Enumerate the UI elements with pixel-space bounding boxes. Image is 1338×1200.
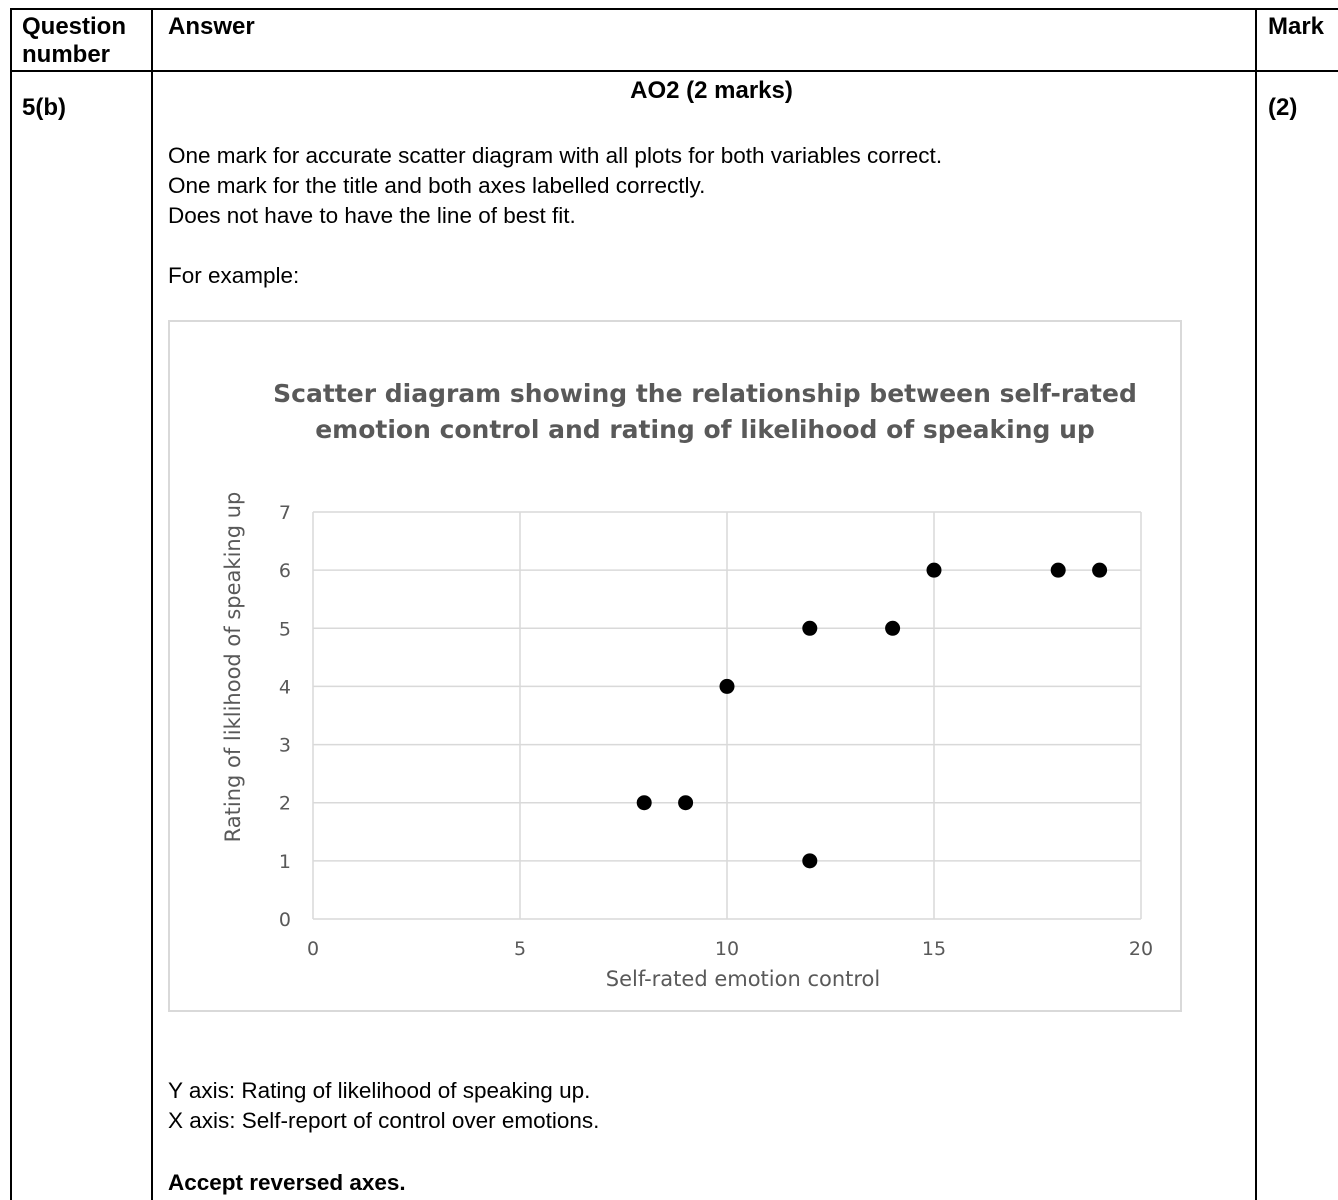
question-id: 5(b): [22, 94, 66, 121]
criteria-line-2: One mark for the title and both axes lab…: [168, 173, 706, 198]
y-axis-label: Rating of liklihood of speaking up: [221, 492, 245, 843]
example-label: For example:: [168, 263, 300, 288]
x-tick-label: 5: [514, 938, 526, 960]
header-question-line-2: number: [22, 41, 111, 68]
x-tick-label: 15: [922, 938, 946, 960]
scatter-point: [719, 678, 735, 694]
scatter-point: [636, 795, 652, 811]
y-tick-label: 1: [279, 851, 291, 873]
y-tick-label: 3: [279, 735, 291, 757]
y-tick-label: 6: [279, 560, 291, 582]
column-divider-1: [151, 8, 153, 1200]
ao-heading: AO2 (2 marks): [630, 77, 793, 104]
scatter-point: [802, 853, 818, 869]
table-border-left: [10, 8, 12, 1200]
chart-title-line-1: Scatter diagram showing the relationship…: [273, 379, 1137, 408]
x-tick-label: 10: [715, 938, 739, 960]
x-tick-label: 0: [307, 938, 319, 960]
header-answer: Answer: [168, 13, 255, 40]
chart-title-line-2: emotion control and rating of likelihood…: [315, 415, 1095, 444]
y-tick-label: 5: [279, 618, 291, 640]
scatter-point: [678, 795, 694, 811]
x-tick-label: 20: [1129, 938, 1153, 960]
x-axis-label: Self-rated emotion control: [606, 967, 881, 991]
scatter-point: [1050, 562, 1066, 578]
scatter-point: [802, 620, 818, 636]
y-tick-label: 7: [279, 502, 291, 524]
y-tick-label: 0: [279, 909, 291, 931]
scatter-point: [926, 562, 942, 578]
header-divider: [10, 70, 1338, 72]
header-question-line-1: Question: [22, 13, 127, 40]
scatter-point: [1092, 562, 1108, 578]
y-tick-label: 2: [279, 793, 291, 815]
scatter-chart: Scatter diagram showing the relationship…: [168, 320, 1182, 1012]
y-axis-note: Y axis: Rating of likelihood of speaking…: [168, 1078, 591, 1103]
accept-note: Accept reversed axes.: [168, 1170, 406, 1195]
criteria-line-1: One mark for accurate scatter diagram wi…: [168, 143, 943, 168]
y-tick-label: 4: [279, 676, 291, 698]
criteria-line-3: Does not have to have the line of best f…: [168, 203, 576, 228]
header-question-number: Question number: [22, 13, 126, 69]
table-border-top: [10, 8, 1338, 10]
x-axis-note: X axis: Self-report of control over emot…: [168, 1108, 600, 1133]
mark-value: (2): [1268, 94, 1298, 121]
scatter-point: [885, 620, 901, 636]
header-mark: Mark: [1268, 13, 1325, 40]
column-divider-2: [1255, 8, 1257, 1200]
scatter-chart-svg: Scatter diagram showing the relationship…: [221, 379, 1153, 991]
